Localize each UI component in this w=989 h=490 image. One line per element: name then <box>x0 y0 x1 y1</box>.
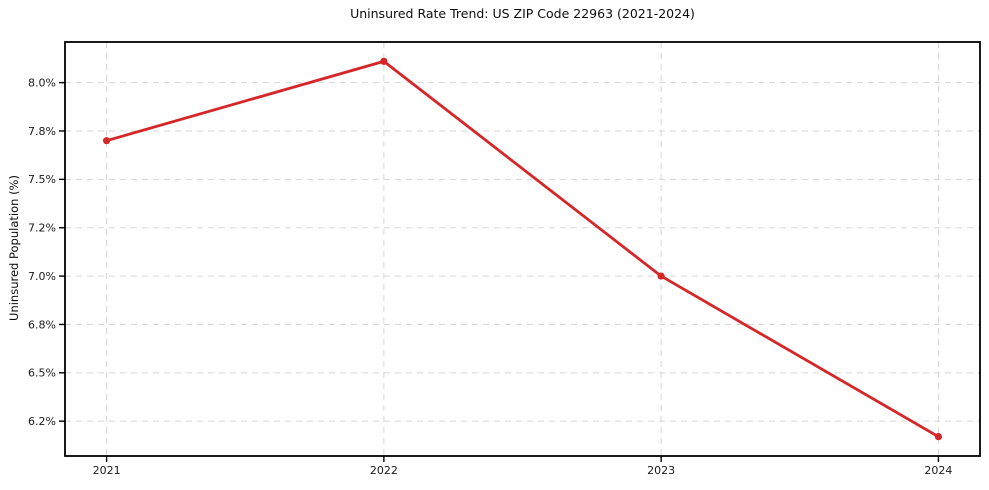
chart-title: Uninsured Rate Trend: US ZIP Code 22963 … <box>350 6 695 21</box>
y-tick-label: 7.2% <box>28 222 56 235</box>
y-tick-label: 6.2% <box>28 415 56 428</box>
y-tick-label: 7.8% <box>28 125 56 138</box>
data-point <box>380 57 388 65</box>
x-tick-label: 2023 <box>647 464 675 477</box>
y-tick-label: 8.0% <box>28 76 56 89</box>
data-point <box>934 433 943 441</box>
x-tick-label: 2024 <box>924 464 952 477</box>
y-tick-label: 6.5% <box>28 367 56 380</box>
y-tick-label: 7.0% <box>28 270 56 283</box>
data-point <box>102 137 111 145</box>
y-tick-label: 6.8% <box>28 318 56 331</box>
data-point <box>657 272 665 280</box>
y-tick-label: 7.5% <box>28 173 56 186</box>
x-tick-label: 2022 <box>370 464 398 477</box>
x-tick-label: 2021 <box>93 464 121 477</box>
plot-frame <box>64 41 981 457</box>
trend-line <box>105 59 940 439</box>
